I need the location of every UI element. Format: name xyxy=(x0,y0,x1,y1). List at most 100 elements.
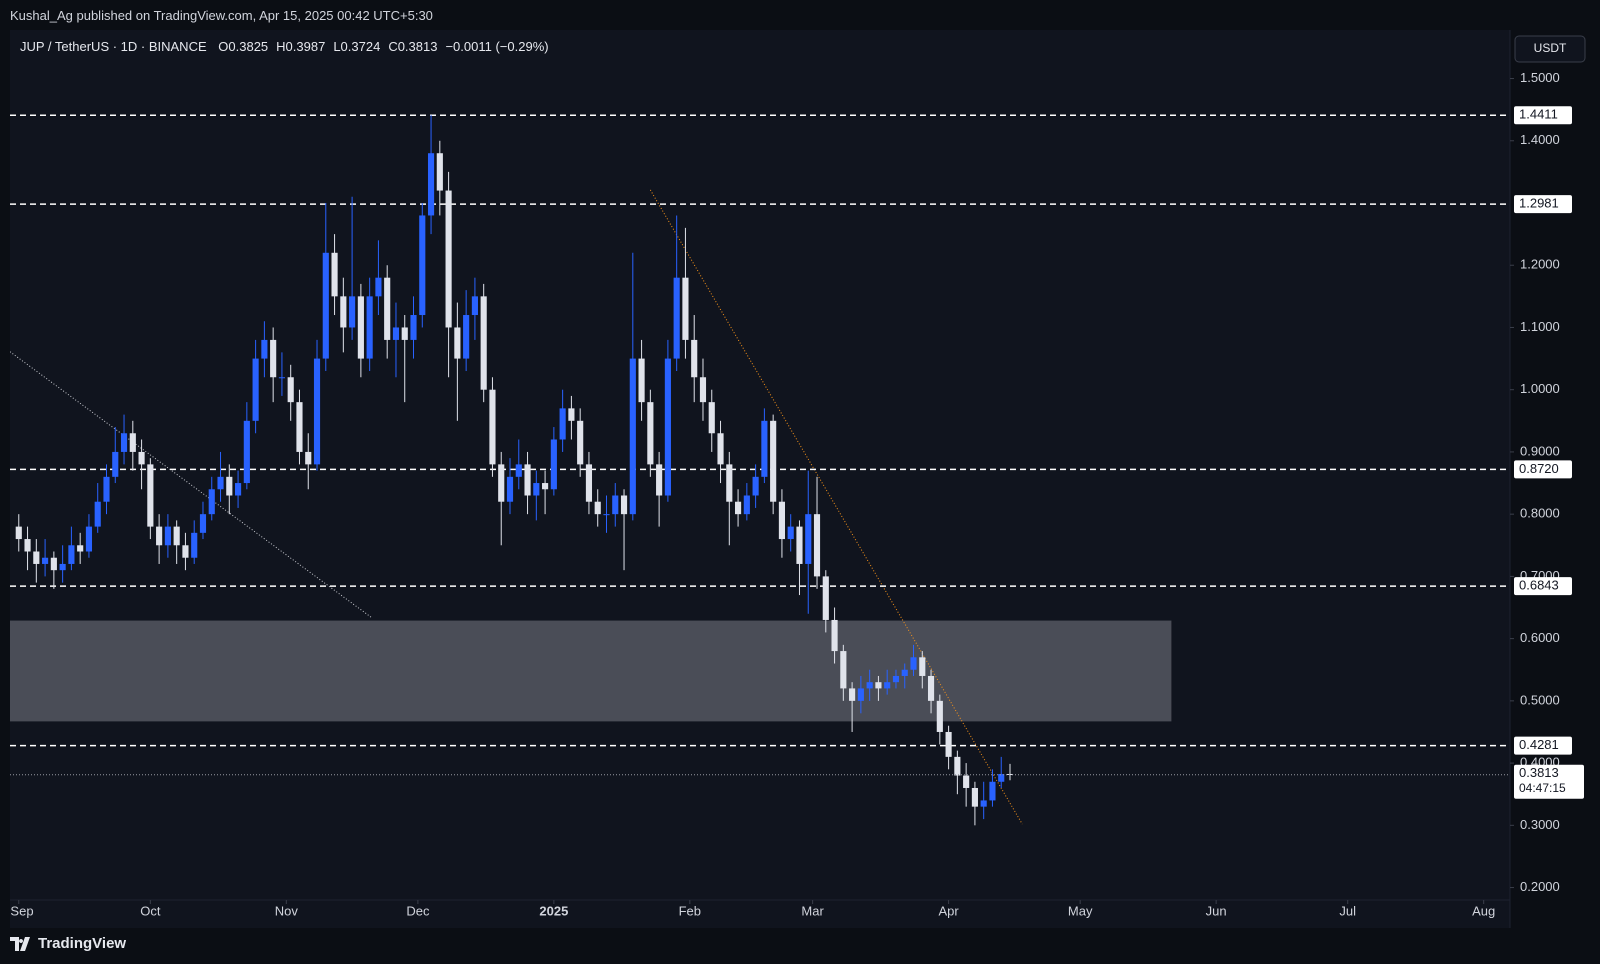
x-tick-label: Sep xyxy=(10,903,33,918)
candle-body xyxy=(980,800,987,807)
candle-body xyxy=(691,339,698,378)
candle-body xyxy=(761,420,768,477)
candle-body xyxy=(612,495,619,515)
candle-body xyxy=(217,476,224,490)
publish-note: Kushal_Ag published on TradingView.com, … xyxy=(10,8,433,23)
candle-body xyxy=(226,476,233,496)
countdown: 04:47:15 xyxy=(1519,781,1566,795)
candle-body xyxy=(59,563,66,571)
y-tick-label: 1.0000 xyxy=(1520,381,1560,396)
candle-body xyxy=(787,526,794,540)
candle-body xyxy=(489,389,496,465)
candle-body xyxy=(620,495,628,515)
candle-body xyxy=(410,315,417,340)
candle-body xyxy=(235,483,242,496)
level-label-box xyxy=(1514,577,1572,596)
candle-body xyxy=(673,277,680,359)
y-tick-label: 1.1000 xyxy=(1520,319,1560,334)
candle-body xyxy=(796,526,803,564)
candle-body xyxy=(199,514,207,533)
candle-body xyxy=(559,408,566,440)
candle-body xyxy=(892,675,900,683)
candle-body xyxy=(112,451,119,477)
candle-body xyxy=(577,420,584,465)
candle-body xyxy=(498,464,505,502)
candle-body xyxy=(296,402,303,452)
candle-body xyxy=(454,327,461,359)
candle-body xyxy=(463,315,470,359)
last-price-box xyxy=(1514,764,1584,799)
candle-body xyxy=(252,358,259,421)
x-tick-label: Jul xyxy=(1339,903,1356,918)
candle-body xyxy=(103,476,110,502)
candle-body xyxy=(243,420,250,484)
level-label-box xyxy=(1514,460,1572,479)
level-label: 0.4281 xyxy=(1519,737,1559,752)
candle-body xyxy=(927,675,935,701)
candle-body xyxy=(138,451,145,465)
level-label-box xyxy=(1514,195,1572,214)
x-tick-label: 2025 xyxy=(539,903,568,918)
y-tick-label: 1.5000 xyxy=(1520,70,1560,85)
level-label: 0.8720 xyxy=(1519,461,1559,476)
candle-body xyxy=(542,483,549,490)
ohlc-prefix: C xyxy=(388,39,398,54)
zone xyxy=(10,620,1172,722)
candle-body xyxy=(515,464,522,477)
ohlc-value: 0.3987 xyxy=(285,39,326,54)
x-tick-label: Nov xyxy=(275,903,299,918)
candle-body xyxy=(305,451,312,465)
candle-body xyxy=(778,501,785,540)
level-label: 1.4411 xyxy=(1519,107,1558,122)
candle-body xyxy=(743,495,750,515)
y-tick-label: 1.4000 xyxy=(1520,132,1560,147)
currency-button[interactable] xyxy=(1514,35,1586,63)
y-tick-label: 1.2000 xyxy=(1520,257,1560,272)
candle-body xyxy=(270,339,277,378)
candle-body xyxy=(568,408,575,421)
candle-body xyxy=(208,489,215,515)
ohlc-prefix: O xyxy=(218,39,229,54)
candle-body xyxy=(392,327,400,340)
last-price-label: 0.3813 xyxy=(1519,765,1559,780)
candle-body xyxy=(42,557,49,564)
candle-body xyxy=(401,327,408,340)
candle-body xyxy=(173,526,180,546)
plot xyxy=(10,114,1510,826)
candle-body xyxy=(68,545,75,564)
candle-body xyxy=(813,514,821,577)
candle-body xyxy=(278,377,285,379)
candle-body xyxy=(191,532,198,558)
candle-body xyxy=(840,651,847,689)
candle-body xyxy=(322,252,329,359)
candle-body xyxy=(357,296,364,359)
x-tick-label: Jun xyxy=(1206,903,1227,918)
candle-body xyxy=(629,358,636,515)
candle-body xyxy=(831,619,838,652)
candle-body xyxy=(375,277,382,297)
candle-body xyxy=(884,682,891,689)
candle-body xyxy=(182,545,189,558)
candle-body xyxy=(963,775,970,788)
candle-body xyxy=(699,377,707,403)
currency[interactable]: USDT xyxy=(1534,41,1567,55)
candle-body xyxy=(340,296,347,328)
candle-body xyxy=(15,526,22,540)
candle-body xyxy=(954,756,961,776)
y-tick-label: 0.6000 xyxy=(1520,630,1560,645)
candle-body xyxy=(849,688,856,701)
candle-body xyxy=(436,153,443,191)
candle-body xyxy=(910,657,917,670)
x-tick-label: May xyxy=(1068,903,1093,918)
level-label: 0.6843 xyxy=(1519,578,1559,593)
candle-body xyxy=(94,501,101,527)
footer-brand: TradingView xyxy=(38,935,127,952)
candle-body xyxy=(366,296,373,359)
candle-body xyxy=(384,277,391,340)
candle-body xyxy=(313,358,321,465)
candle-body xyxy=(866,682,873,689)
candle-body xyxy=(419,215,426,316)
pane xyxy=(10,30,1510,928)
